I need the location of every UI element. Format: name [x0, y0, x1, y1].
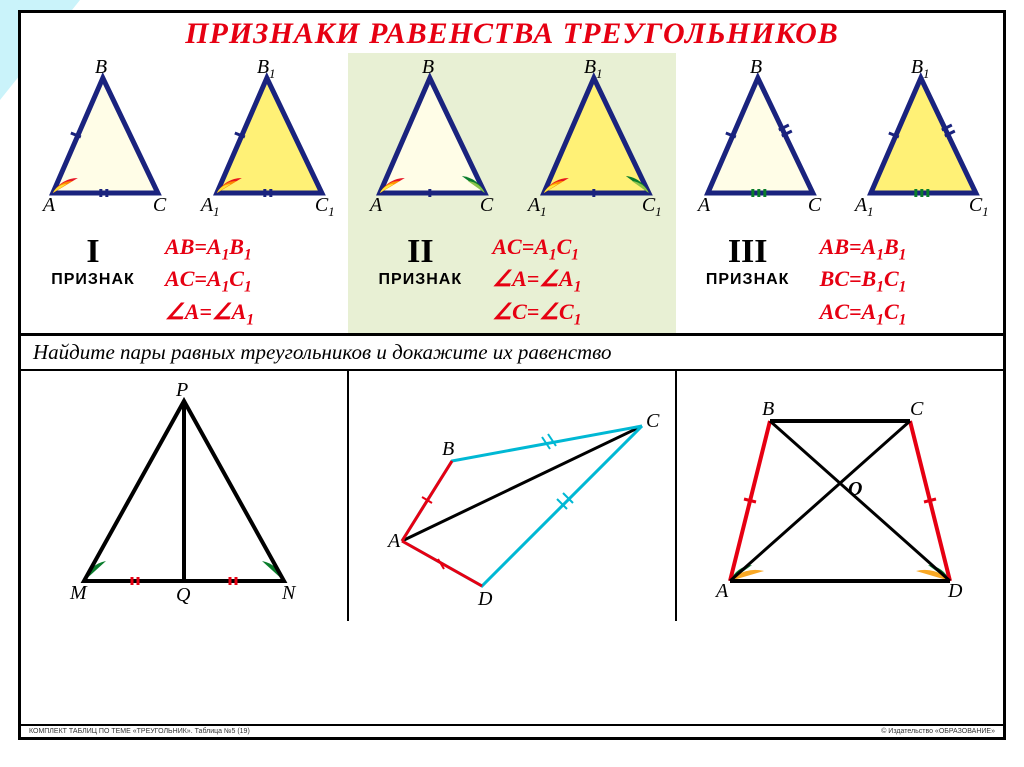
svg-text:P: P	[175, 379, 188, 401]
svg-text:B: B	[749, 56, 761, 78]
roman-1: I	[21, 233, 165, 271]
svg-text:C: C	[807, 194, 821, 216]
svg-text:C1: C1	[315, 194, 335, 219]
criterion-3: A B C A1 B1 C1 III ПРИЗНА	[676, 53, 1003, 333]
svg-text:B1: B1	[257, 56, 276, 81]
roman-2: II	[348, 233, 492, 271]
svg-text:D: D	[477, 588, 493, 610]
svg-text:C: C	[153, 194, 167, 216]
svg-text:O: O	[848, 478, 862, 500]
triangle-1b: A1 B1 C1	[185, 53, 349, 233]
footer-left: КОМПЛЕКТ ТАБЛИЦ ПО ТЕМЕ «ТРЕУГОЛЬНИК». Т…	[29, 728, 250, 735]
triangle-2a: A B C	[348, 53, 512, 233]
triangle-3b: A1 B1 C1	[839, 53, 1003, 233]
svg-text:A: A	[386, 530, 401, 552]
svg-text:A: A	[41, 194, 56, 216]
svg-text:B: B	[762, 398, 774, 420]
triangle-2b: A1 B1 C1	[512, 53, 676, 233]
formulas-3: AB=A1B1BC=B1C1AC=A1C1	[820, 233, 1003, 333]
criterion-1: A B C A1 B1 C1	[21, 53, 348, 333]
svg-text:A: A	[368, 194, 383, 216]
footer: КОМПЛЕКТ ТАБЛИЦ ПО ТЕМЕ «ТРЕУГОЛЬНИК». Т…	[21, 724, 1003, 737]
svg-text:A: A	[695, 194, 710, 216]
exercise-1: P M Q N	[21, 371, 349, 621]
task-text: Найдите пары равных треугольников и дока…	[21, 333, 1003, 369]
svg-text:B: B	[422, 56, 434, 78]
svg-text:C: C	[480, 194, 494, 216]
svg-text:C: C	[646, 410, 660, 432]
svg-text:A1: A1	[199, 194, 220, 219]
priznak-label-3: ПРИЗНАК	[676, 271, 820, 289]
svg-text:Q: Q	[176, 584, 191, 606]
triangle-1a: A B C	[21, 53, 185, 233]
svg-text:B1: B1	[584, 56, 603, 81]
criterion-2: A B C A1 B1 C1	[348, 53, 675, 333]
exercises-row: P M Q N A B	[21, 369, 1003, 621]
svg-text:A: A	[714, 580, 729, 602]
svg-text:B1: B1	[911, 56, 930, 81]
triangle-3a: A B C	[676, 53, 840, 233]
poster-frame: ПРИЗНАКИ РАВЕНСТВА ТРЕУГОЛЬНИКОВ A B C	[18, 10, 1006, 740]
roman-3: III	[676, 233, 820, 271]
svg-text:C1: C1	[642, 194, 662, 219]
svg-text:B: B	[442, 438, 454, 460]
svg-text:M: M	[69, 582, 88, 604]
svg-text:C: C	[910, 398, 924, 420]
priznak-label-1: ПРИЗНАК	[21, 271, 165, 289]
exercise-3: B C A D O	[677, 371, 1003, 621]
footer-right: © Издательство «ОБРАЗОВАНИЕ»	[881, 728, 995, 735]
formulas-1: AB=A1B1AC=A1C1∠A=∠A1	[165, 233, 348, 333]
svg-text:A1: A1	[526, 194, 547, 219]
formulas-2: AC=A1C1∠A=∠A1∠C=∠C1	[492, 233, 675, 333]
svg-text:C1: C1	[969, 194, 989, 219]
svg-text:D: D	[947, 580, 963, 602]
main-title: ПРИЗНАКИ РАВЕНСТВА ТРЕУГОЛЬНИКОВ	[21, 13, 1003, 53]
svg-text:A1: A1	[853, 194, 874, 219]
svg-text:B: B	[95, 56, 107, 78]
svg-text:N: N	[281, 582, 297, 604]
criteria-row: A B C A1 B1 C1	[21, 53, 1003, 333]
exercise-2: A B C D	[349, 371, 677, 621]
priznak-label-2: ПРИЗНАК	[348, 271, 492, 289]
